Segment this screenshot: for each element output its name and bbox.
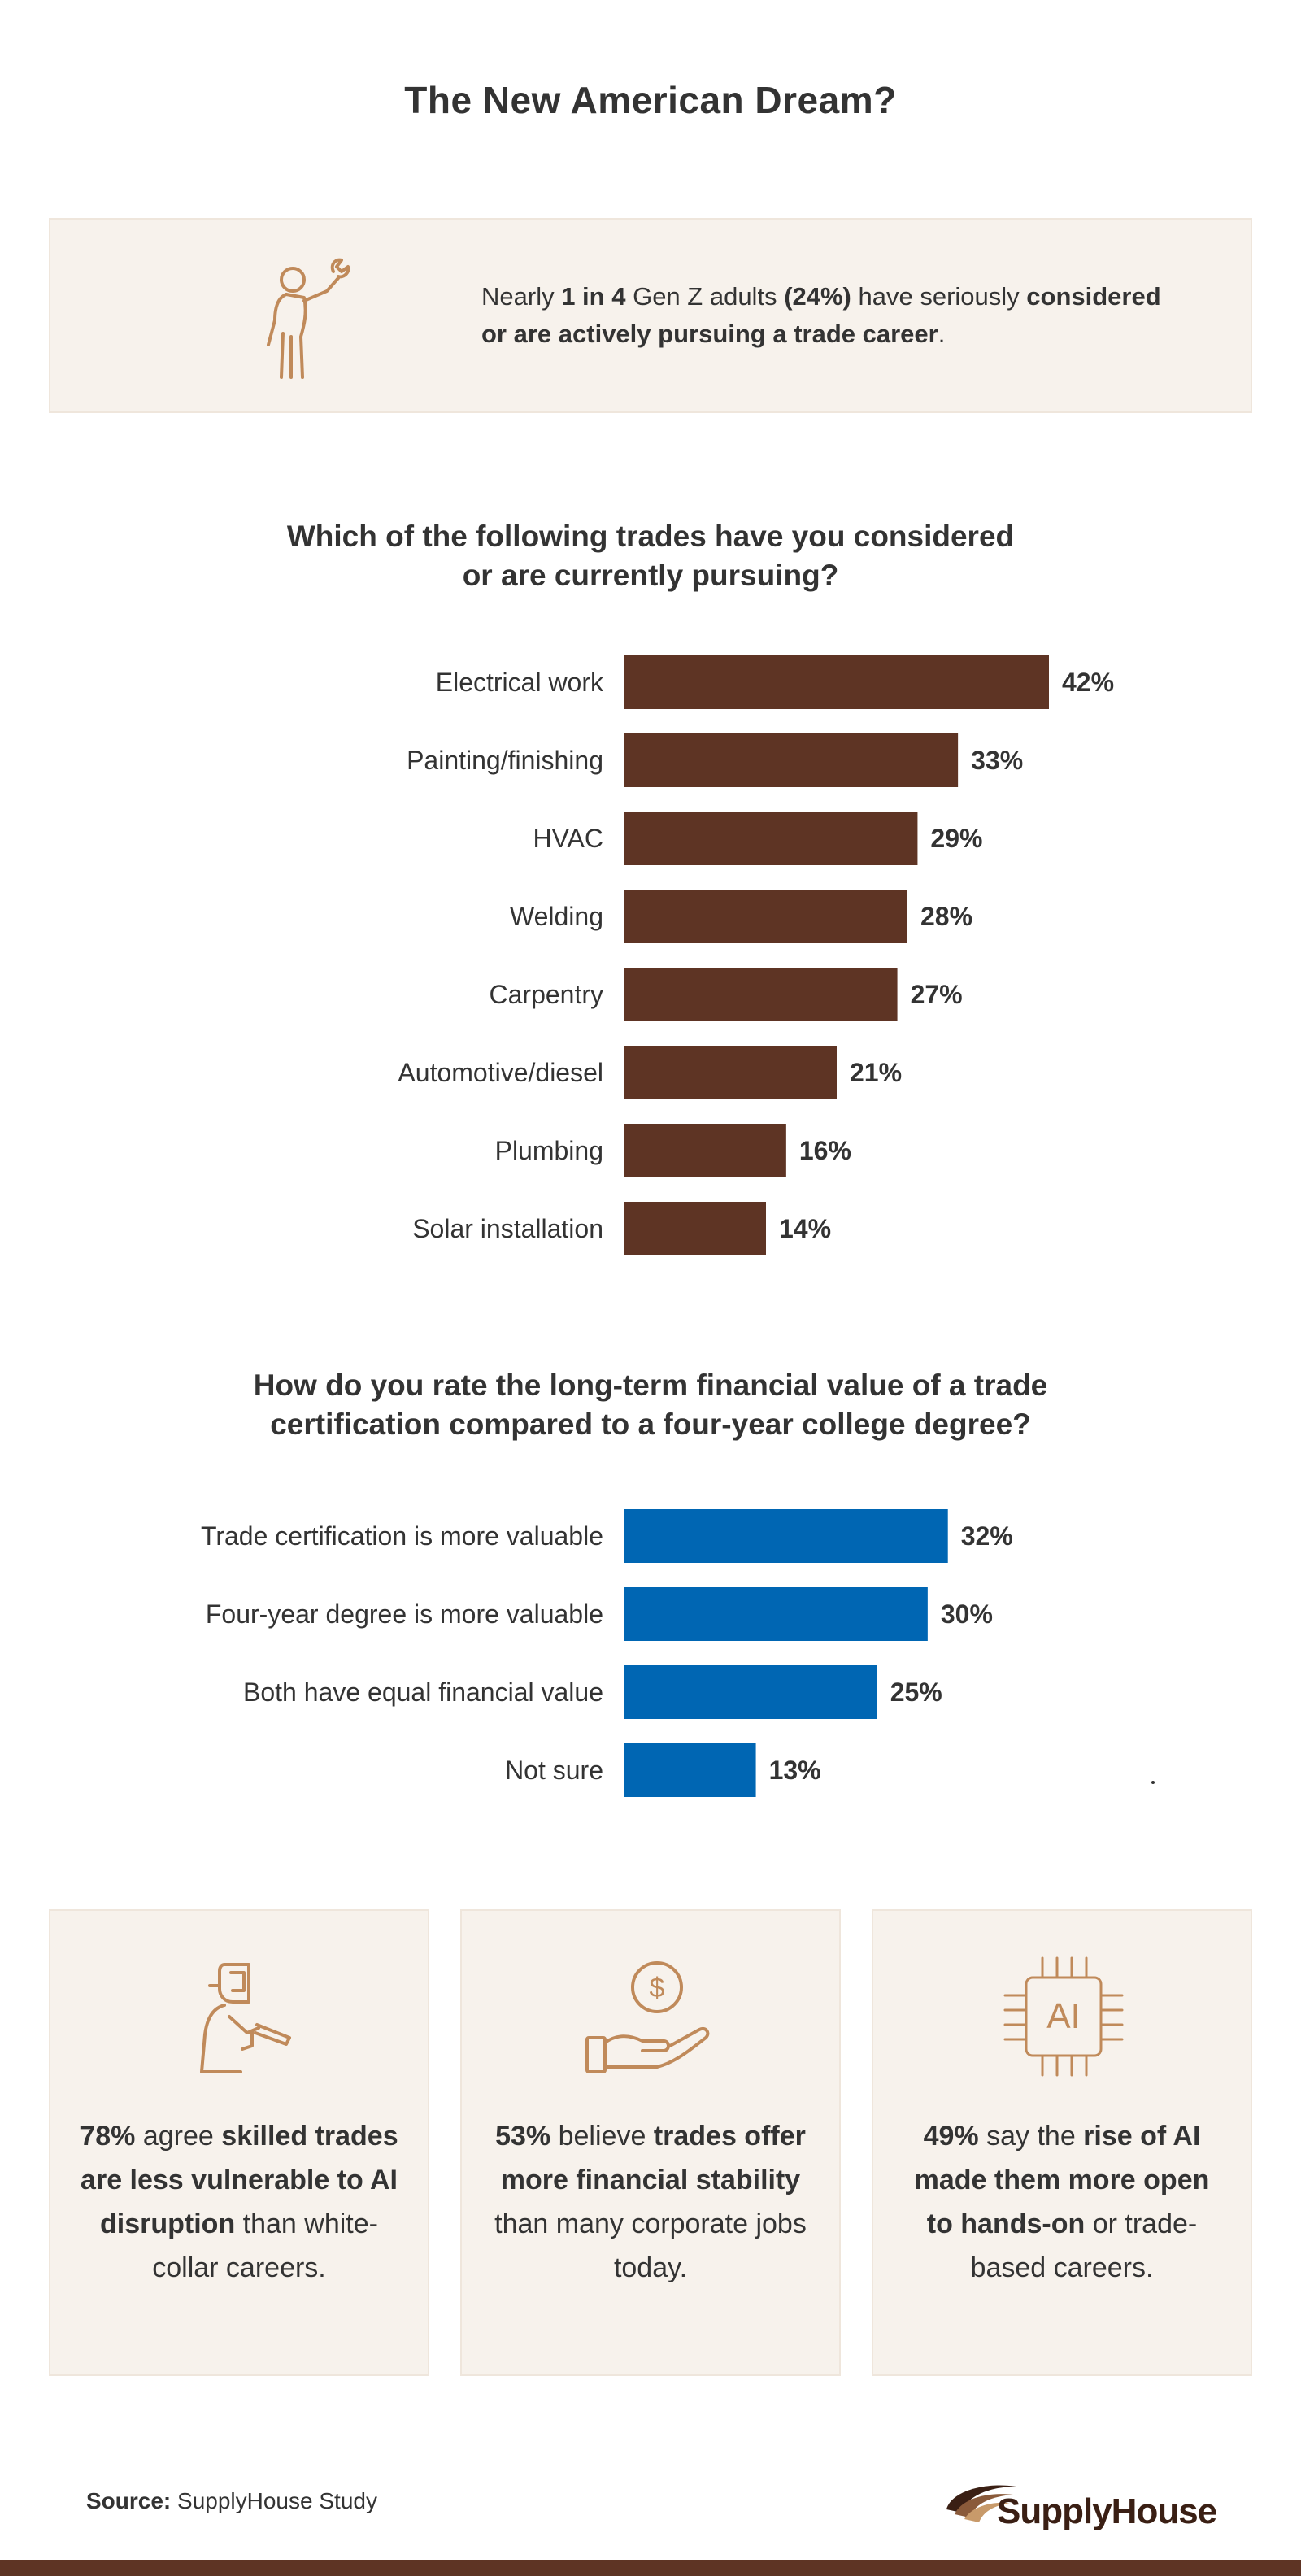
trade-bar-electrical-work	[624, 655, 1049, 709]
trade-label-welding: Welding	[510, 902, 603, 931]
page-title: The New American Dream?	[404, 79, 897, 121]
footer-bar	[0, 2560, 1301, 2576]
trade-label-electrical-work: Electrical work	[436, 668, 604, 697]
key-stat-panel: Nearly 1 in 4 Gen Z adults (24%) have se…	[49, 218, 1252, 413]
trades-chart-title: Which of the following trades have you c…	[286, 520, 1015, 592]
trade-bar-plumbing	[624, 1124, 786, 1177]
trade-value-solar-installation: 14%	[779, 1214, 831, 1243]
card-text-ai-openness: 49% say the rise of AI made them more op…	[914, 2121, 1210, 2283]
svg-text:$: $	[650, 1973, 665, 2004]
card-text-ai-vulnerability: 78% agree skilled trades are less vulner…	[80, 2121, 398, 2283]
trade-bar-welding	[624, 890, 907, 943]
worker-with-wrench-icon	[267, 258, 350, 379]
stat-card-ai-vulnerability: 78% agree skilled trades are less vulner…	[49, 1909, 429, 2376]
card-text-financial-stability: 53% believe trades offer more financial …	[494, 2121, 807, 2283]
source-note: Source: SupplyHouse Study	[86, 2488, 377, 2513]
trade-bar-carpentry	[624, 968, 898, 1021]
trade-label-hvac: HVAC	[533, 824, 603, 853]
supplyhouse-logo: SupplyHouse	[943, 2472, 1220, 2537]
value-value-both-have-equal-financial-value: 25%	[890, 1677, 942, 1707]
value-bar-not-sure	[624, 1743, 756, 1797]
ai-chip-icon: AI	[1003, 1956, 1124, 2077]
value-label-four-year-degree-is-more-valuable: Four-year degree is more valuable	[206, 1599, 603, 1629]
trades-bar-chart: Electrical work 42% Painting/finishing 33% H…	[0, 651, 1301, 1268]
value-label-trade-certification-is-more-valuable: Trade certification is more valuable	[201, 1521, 603, 1551]
value-value-four-year-degree-is-more-valuable: 30%	[941, 1599, 993, 1629]
stat-card-ai-openness: AI 49% say the rise of AI made them more…	[872, 1909, 1252, 2376]
trade-bar-solar-installation	[624, 1202, 766, 1255]
value-bar-four-year-degree-is-more-valuable	[624, 1587, 928, 1641]
value-chart-title: How do you rate the long-term financial …	[253, 1368, 1048, 1441]
trades-bar-chart-svg: Electrical work 42% Painting/finishing 33% H…	[398, 655, 1114, 1255]
trade-label-carpentry: Carpentry	[490, 980, 604, 1009]
trade-value-painting-finishing: 33%	[971, 746, 1023, 775]
trade-bar-automotive-diesel	[624, 1046, 837, 1099]
logo-swoosh-icon	[946, 2485, 1016, 2522]
trade-value-electrical-work: 42%	[1062, 668, 1114, 697]
trade-label-solar-installation: Solar installation	[412, 1214, 603, 1243]
trade-label-painting-finishing: Painting/finishing	[407, 746, 603, 775]
hand-holding-dollar-icon: $	[585, 1961, 710, 2073]
value-label-not-sure: Not sure	[505, 1756, 603, 1785]
trade-value-welding: 28%	[920, 902, 972, 931]
trade-bar-hvac	[624, 812, 918, 865]
value-label-both-have-equal-financial-value: Both have equal financial value	[243, 1677, 603, 1707]
value-bar-chart-svg: Trade certification is more valuable 32% F…	[201, 1509, 1013, 1797]
stat-card-financial-stability: $ 53% believe trades offer more financia…	[460, 1909, 841, 2376]
trade-value-automotive-diesel: 21%	[850, 1058, 902, 1087]
value-value-trade-certification-is-more-valuable: 32%	[961, 1521, 1013, 1551]
trade-label-automotive-diesel: Automotive/diesel	[398, 1058, 603, 1087]
trade-label-plumbing: Plumbing	[495, 1136, 603, 1165]
trade-bar-painting-finishing	[624, 733, 959, 787]
trade-value-plumbing: 16%	[799, 1136, 851, 1165]
value-bar-chart: Trade certification is more valuable 32% F…	[0, 1504, 1301, 1813]
value-bar-both-have-equal-financial-value	[624, 1665, 877, 1719]
key-stat-text: Nearly 1 in 4 Gen Z adults (24%) have se…	[481, 282, 1161, 348]
trade-value-hvac: 29%	[930, 824, 982, 853]
stray-dot	[1151, 1781, 1155, 1784]
welder-icon	[200, 1963, 291, 2073]
value-value-not-sure: 13%	[769, 1756, 821, 1785]
svg-text:AI: AI	[1046, 1996, 1081, 2036]
value-bar-trade-certification-is-more-valuable	[624, 1509, 948, 1563]
logo-wordmark: SupplyHouse	[997, 2491, 1217, 2531]
trade-value-carpentry: 27%	[911, 980, 963, 1009]
